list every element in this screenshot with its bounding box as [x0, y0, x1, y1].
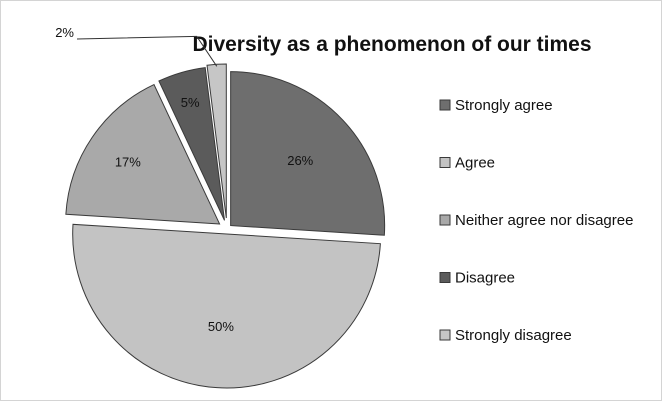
- legend-agree-label: Agree: [455, 155, 495, 172]
- label-neither: 17%: [115, 155, 141, 170]
- slice-strongly-disagree: [206, 63, 227, 219]
- label-agree: 50%: [208, 319, 234, 334]
- legend-disagree-swatch: [439, 272, 451, 283]
- chart-title: Diversity as a phenomenon of our times: [192, 33, 591, 56]
- label-strongly-disagree: 2%: [55, 25, 74, 40]
- legend-strongly-agree-label: Strongly agree: [455, 97, 553, 114]
- slice-strongly-agree: [230, 71, 386, 236]
- slice-agree: [72, 223, 381, 389]
- pie-slices: [65, 63, 386, 389]
- legend-disagree-label: Disagree: [455, 270, 515, 287]
- legend-strongly-disagree-label: Strongly disagree: [455, 327, 572, 344]
- legend-neither-label: Neither agree nor disagree: [455, 212, 633, 229]
- slice-disagree: [158, 67, 225, 221]
- label-disagree: 5%: [181, 95, 200, 110]
- slice-neither: [65, 83, 221, 225]
- slice-labels: 26% 50% 17% 5% 2%: [55, 25, 313, 334]
- legend-strongly-disagree-swatch: [439, 329, 451, 341]
- legend-agree-swatch: [439, 157, 451, 168]
- legend-neither-swatch: [439, 214, 451, 226]
- label-strongly-agree: 26%: [287, 153, 313, 168]
- legend: Strongly agree Agree Neither agree nor dis…: [439, 97, 633, 344]
- legend-strongly-agree-swatch: [439, 99, 451, 111]
- leader-line-strongly-disagree: [76, 35, 218, 67]
